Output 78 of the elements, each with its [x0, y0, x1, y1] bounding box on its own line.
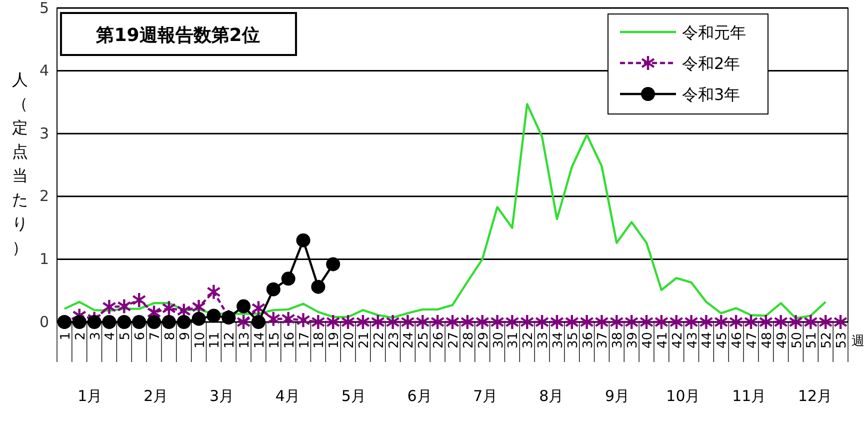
x-tick-label: 36 — [580, 332, 596, 349]
x-tick-label: 48 — [760, 332, 775, 349]
x-tick-label: 10 — [192, 332, 208, 349]
x-tick-label: 47 — [744, 332, 760, 349]
text: 3月 — [210, 387, 234, 405]
x-tick-label: 42 — [670, 332, 686, 349]
x-tick-label: 2 — [73, 332, 88, 340]
x-tick-label: 39 — [626, 332, 641, 349]
text: 8月 — [539, 387, 564, 405]
x-tick-label: 8 — [162, 332, 178, 340]
x-tick-label: 44 — [700, 332, 716, 349]
x-tick-label: 11 — [208, 332, 223, 349]
y-tick-label: 0 — [39, 312, 49, 331]
x-tick-label: 13 — [238, 332, 253, 349]
x-tick-label: 20 — [342, 332, 358, 349]
x-tick-label: 37 — [596, 332, 611, 349]
x-tick-label: 15 — [267, 332, 282, 349]
text: 6月 — [407, 387, 432, 405]
x-tick-label: 38 — [610, 332, 626, 349]
x-tick-label: 6 — [133, 332, 148, 340]
x-tick-label: 12 — [222, 332, 238, 349]
x-tick-label: 40 — [640, 332, 656, 349]
x-tick-label: 18 — [312, 332, 328, 349]
x-tick-label: 25 — [416, 332, 432, 349]
text: 5月 — [341, 387, 366, 405]
text: 12月 — [798, 387, 832, 405]
x-tick-label: 35 — [566, 332, 581, 349]
x-tick-label: 19 — [327, 332, 342, 349]
x-tick-label: 21 — [356, 332, 372, 349]
x-tick-label: 3 — [88, 332, 104, 340]
text: 7月 — [473, 387, 498, 405]
caption-box: 第19週報告数第2位 — [60, 12, 297, 56]
x-tick-label: 34 — [550, 332, 566, 349]
x-tick-label: 17 — [297, 332, 312, 349]
x-tick-label: 5 — [118, 332, 134, 340]
x-tick-label: 51 — [804, 332, 820, 349]
y-tick-label: 1 — [39, 250, 49, 268]
text: 1月 — [78, 387, 102, 405]
y-tick-label: 5 — [39, 0, 49, 17]
y-tick-label: 2 — [39, 187, 49, 206]
x-tick-label: 30 — [491, 332, 506, 349]
legend-label: 令和3年 — [682, 85, 740, 104]
text: 9月 — [605, 387, 630, 405]
x-tick-label: 27 — [446, 332, 462, 349]
x-tick-label: 7 — [148, 332, 164, 340]
x-tick-label: 24 — [402, 332, 417, 349]
x-tick-label: 16 — [282, 332, 298, 349]
legend-label: 令和2年 — [682, 54, 740, 73]
x-tick-label: 4 — [103, 332, 118, 340]
text: 10月 — [666, 387, 700, 405]
x-tick-label: 33 — [536, 332, 552, 349]
text: 11月 — [732, 387, 766, 405]
x-tick-label: 46 — [730, 332, 746, 349]
x-tick-label: 1 — [58, 332, 74, 340]
y-tick-label: 4 — [39, 62, 49, 80]
x-tick-label: 52 — [820, 332, 835, 349]
x-tick-label: 23 — [386, 332, 402, 349]
x-tick-label: 29 — [476, 332, 492, 349]
x-tick-label: 26 — [432, 332, 447, 349]
x-tick-label: 49 — [774, 332, 790, 349]
x-tick-label: 22 — [372, 332, 387, 349]
legend-label: 令和元年 — [682, 23, 746, 42]
x-tick-label: 28 — [461, 332, 476, 349]
text: 4月 — [275, 387, 300, 405]
x-tick-label: 43 — [685, 332, 700, 349]
x-tick-label: 45 — [715, 332, 730, 349]
y-tick-label: 3 — [39, 124, 49, 142]
x-tick-label: 50 — [790, 332, 805, 349]
annotation: 第19週報告数第2位 — [95, 25, 260, 46]
x-axis-title: 週 — [852, 334, 864, 349]
x-tick-label: 9 — [178, 332, 193, 340]
y-axis-title: 人（定点当たり） — [12, 70, 28, 257]
x-tick-label: 53 — [834, 332, 850, 349]
x-tick-label: 14 — [252, 332, 268, 349]
x-tick-label: 32 — [521, 332, 536, 349]
text: 2月 — [144, 387, 168, 405]
x-tick-label: 41 — [655, 332, 670, 349]
x-tick-label: 31 — [506, 332, 522, 349]
